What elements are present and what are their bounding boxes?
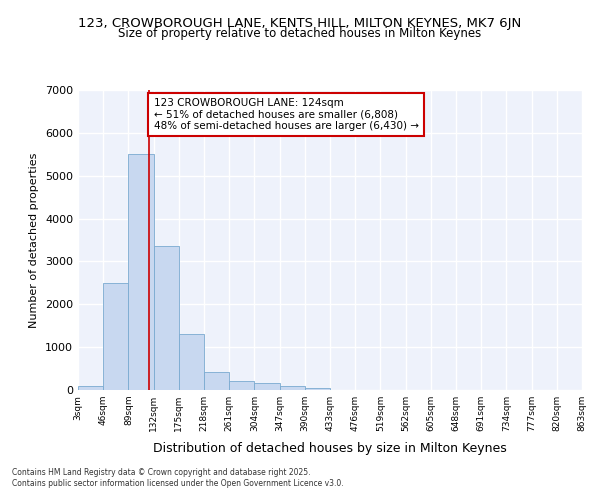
Y-axis label: Number of detached properties: Number of detached properties xyxy=(29,152,40,328)
Bar xyxy=(305,388,330,390)
Text: 123, CROWBOROUGH LANE, KENTS HILL, MILTON KEYNES, MK7 6JN: 123, CROWBOROUGH LANE, KENTS HILL, MILTO… xyxy=(79,18,521,30)
Text: Size of property relative to detached houses in Milton Keynes: Size of property relative to detached ho… xyxy=(118,28,482,40)
Text: 123 CROWBOROUGH LANE: 124sqm
← 51% of detached houses are smaller (6,808)
48% of: 123 CROWBOROUGH LANE: 124sqm ← 51% of de… xyxy=(154,98,419,131)
Bar xyxy=(204,372,229,390)
Bar xyxy=(179,334,204,390)
Bar xyxy=(128,154,154,390)
Bar xyxy=(280,386,305,390)
Bar xyxy=(154,246,179,390)
Text: Contains HM Land Registry data © Crown copyright and database right 2025.
Contai: Contains HM Land Registry data © Crown c… xyxy=(12,468,344,487)
X-axis label: Distribution of detached houses by size in Milton Keynes: Distribution of detached houses by size … xyxy=(153,442,507,456)
Bar xyxy=(103,283,128,390)
Bar xyxy=(254,382,280,390)
Bar xyxy=(229,381,254,390)
Bar xyxy=(78,386,103,390)
